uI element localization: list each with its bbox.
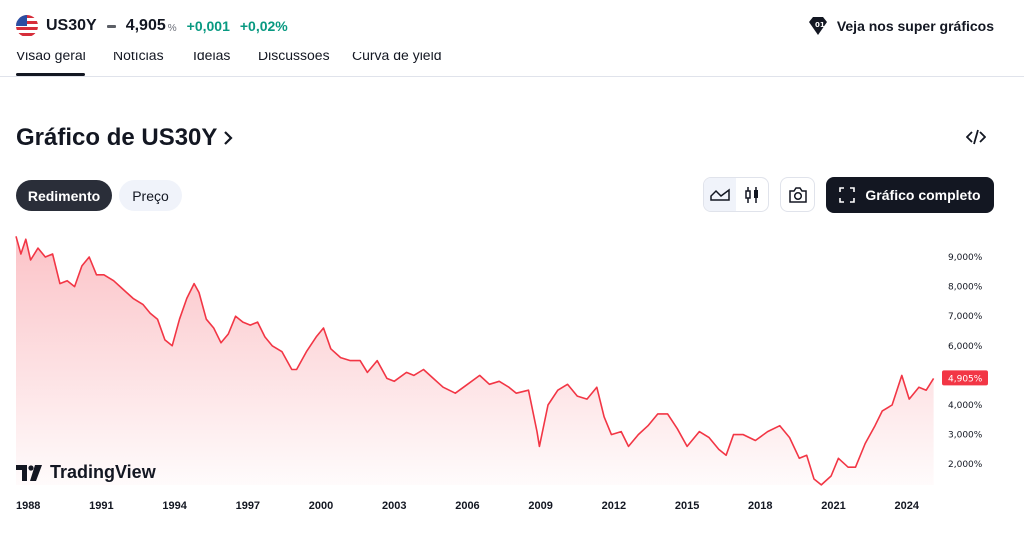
- area-chart-button[interactable]: [704, 178, 736, 211]
- x-tick-label: 2015: [675, 500, 699, 512]
- tradingview-mark-icon: [16, 464, 42, 481]
- price-change-percent: +0,02%: [239, 18, 288, 34]
- x-tick-label: 2012: [602, 500, 626, 512]
- svg-text:01: 01: [815, 21, 825, 29]
- tab-ideas[interactable]: Ideias: [193, 52, 231, 63]
- tradingview-logo[interactable]: TradingView: [16, 462, 156, 483]
- y-tick-label: 9,000%: [948, 253, 983, 263]
- y-tick-label: 4,000%: [948, 401, 983, 411]
- x-tick-label: 2000: [309, 500, 333, 512]
- x-tick-label: 2018: [748, 500, 772, 512]
- chevron-right-icon: [224, 131, 233, 145]
- super-charts-label: Veja nos super gráficos: [836, 18, 994, 34]
- supercharts-icon: 01: [808, 17, 827, 35]
- symbol-header: US30Y 4,905 % +0,001 +0,02% 01 Veja nos …: [0, 0, 1024, 52]
- full-chart-label: Gráfico completo: [865, 187, 981, 203]
- x-tick-label: 2006: [455, 500, 479, 512]
- last-value-label: 4,905%: [948, 374, 983, 384]
- x-tick-label: 2021: [821, 500, 845, 512]
- x-tick-label: 2003: [382, 500, 406, 512]
- y-tick-label: 8,000%: [948, 283, 983, 293]
- price-unit: %: [167, 22, 177, 34]
- yield-series-line: [15, 236, 935, 486]
- market-status-dash: [106, 24, 116, 28]
- tab-news[interactable]: Notícias: [113, 52, 164, 63]
- candles-icon: [745, 186, 758, 203]
- tab-yield-curve[interactable]: Curva de yield: [352, 52, 442, 63]
- x-tick-label: 2009: [528, 500, 552, 512]
- yield-chart[interactable]: 9,000%8,000%7,000%6,000%5,000%4,000%3,00…: [0, 225, 1024, 525]
- area-chart-icon: [710, 188, 730, 201]
- chart-svg: 9,000%8,000%7,000%6,000%5,000%4,000%3,00…: [15, 236, 988, 512]
- y-tick-label: 2,000%: [948, 460, 983, 470]
- candles-chart-button[interactable]: [736, 178, 768, 211]
- super-charts-link[interactable]: 01 Veja nos super gráficos: [807, 16, 994, 36]
- y-tick-label: 7,000%: [948, 312, 983, 322]
- x-tick-label: 1991: [89, 500, 113, 512]
- fullscreen-icon: [839, 187, 856, 203]
- tab-discussions[interactable]: Discussões: [258, 52, 330, 63]
- symbol-tabs: Visão geral Notícias Ideias Discussões C…: [0, 52, 1024, 77]
- y-tick-label: 3,000%: [948, 431, 983, 441]
- last-value-badge: [942, 370, 988, 386]
- yield-area-fill: [16, 236, 934, 485]
- tab-overview[interactable]: Visão geral: [16, 52, 86, 63]
- code-icon[interactable]: [966, 128, 986, 146]
- x-tick-label: 1997: [236, 500, 260, 512]
- chart-title-text: Gráfico de US30Y: [16, 124, 218, 151]
- y-tick-label: 6,000%: [948, 342, 983, 352]
- active-tab-indicator: [16, 73, 85, 76]
- full-chart-button[interactable]: Gráfico completo: [826, 177, 994, 213]
- tradingview-wordmark: TradingView: [50, 462, 156, 482]
- x-tick-label: 1988: [16, 500, 40, 512]
- chart-type-switcher: [703, 177, 769, 212]
- x-tick-label: 1994: [162, 500, 187, 512]
- price-change: +0,001: [186, 18, 230, 34]
- price-toggle[interactable]: Preço: [119, 180, 182, 211]
- camera-icon: [788, 186, 807, 203]
- last-price: 4,905: [125, 17, 166, 34]
- chart-section-title[interactable]: Gráfico de US30Y: [16, 124, 233, 152]
- snapshot-button[interactable]: [780, 177, 815, 212]
- symbol-name: US30Y: [46, 17, 97, 34]
- x-tick-label: 2024: [894, 500, 919, 512]
- yield-toggle[interactable]: Redimento: [16, 180, 112, 211]
- us-flag-icon: [16, 15, 38, 37]
